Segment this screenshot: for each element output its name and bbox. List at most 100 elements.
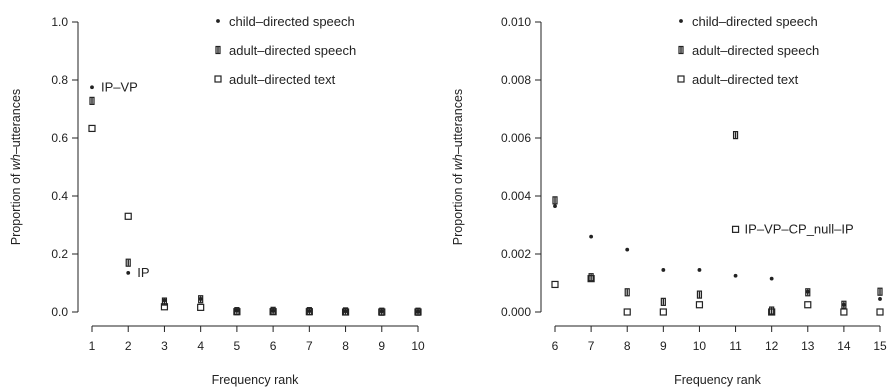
panel2-x-tick-label: 10 bbox=[693, 339, 707, 353]
panel2-y-tick-label: 0.002 bbox=[501, 247, 531, 261]
panel1-y-axis-title-part: wh bbox=[9, 154, 23, 170]
panel2-y-axis-title: Proportion of wh–utterances bbox=[451, 89, 465, 245]
panel2-bar-point-9 bbox=[877, 287, 883, 296]
panel2-legend-marker-1 bbox=[678, 45, 684, 55]
panel2-square-point-9 bbox=[876, 308, 884, 316]
panel2-x-tick-label: 15 bbox=[873, 339, 887, 353]
panel2-dot-point-7 bbox=[805, 289, 810, 294]
panel2-x-tick-label: 7 bbox=[588, 339, 595, 353]
panel1-bar-point-6 bbox=[306, 307, 312, 316]
panel2-bar-point-7 bbox=[805, 288, 811, 297]
panel1-y-axis-title-part: Proportion of bbox=[9, 170, 23, 245]
panel2-dot-point-3 bbox=[661, 268, 666, 272]
panel2-x-tick-label: 6 bbox=[552, 339, 559, 353]
panel2-legend-label-0: child–directed speech bbox=[692, 14, 818, 29]
panel1-x-axis-title: Frequency rank bbox=[212, 373, 300, 387]
panel2-bar-point-3 bbox=[660, 297, 666, 306]
panel2-y-tick-label: 0.006 bbox=[501, 131, 531, 145]
panel2-legend-marker-2 bbox=[677, 75, 685, 83]
panel1-y-axis-title-part: –utterances bbox=[9, 89, 23, 154]
panel1-dot-point-6 bbox=[307, 309, 312, 314]
panel1-x-tick-label: 3 bbox=[161, 339, 168, 353]
panel2-dot-point-2 bbox=[625, 247, 630, 252]
panel2-square-point-2 bbox=[623, 308, 631, 316]
panel2-y-tick-label: 0.008 bbox=[501, 73, 531, 87]
panel1-y-tick-label: 0.2 bbox=[51, 247, 68, 261]
panel2-y-axis-title-part: –utterances bbox=[451, 89, 465, 154]
panel1-x-tick-label: 7 bbox=[306, 339, 313, 353]
panel2-x-tick-label: 13 bbox=[801, 339, 815, 353]
panel2-bar-point-2 bbox=[624, 288, 630, 297]
panel1-bar-point-8 bbox=[379, 307, 385, 316]
panel2-bar-point-1 bbox=[588, 273, 594, 282]
panel1-x-tick-label: 4 bbox=[197, 339, 204, 353]
panel2-bar-point-5 bbox=[732, 131, 739, 140]
panel2-legend-marker-0 bbox=[679, 19, 683, 23]
panel1-x-tick-label: 6 bbox=[270, 339, 277, 353]
panel1-dot-point-7 bbox=[343, 309, 348, 314]
panel2-dot-point-5 bbox=[733, 273, 738, 278]
panel1-y-tick-label: 1.0 bbox=[51, 15, 68, 29]
panel1-bar-point-4 bbox=[234, 307, 240, 316]
panel1-bar-point-5 bbox=[270, 306, 276, 315]
panel1-bar-point-7 bbox=[342, 307, 349, 316]
panel1-y-tick-label: 0.8 bbox=[51, 73, 68, 87]
panel1-x-tick-label: 8 bbox=[342, 339, 349, 353]
panel2-square-point-0 bbox=[551, 280, 559, 289]
panel2-square-point-3 bbox=[659, 308, 667, 316]
panel1-legend-marker-0 bbox=[216, 19, 220, 23]
panel2-square-point-7 bbox=[804, 301, 812, 309]
panel1-bar-point-1 bbox=[125, 258, 131, 267]
panel1-dot-point-1 bbox=[126, 270, 131, 275]
panel1-legend-marker-2 bbox=[214, 75, 222, 83]
panel2-x-tick-label: 8 bbox=[624, 339, 631, 353]
panel1-x-tick-label: 1 bbox=[89, 339, 96, 353]
panel2-y-tick-label: 0.004 bbox=[501, 189, 531, 203]
panel2-x-tick-label: 11 bbox=[729, 339, 742, 353]
panel1-legend-label-1: adult–directed speech bbox=[229, 43, 356, 58]
panel2-y-tick-label: 0.010 bbox=[501, 15, 531, 29]
panel1-legend-label-0: child–directed speech bbox=[229, 14, 355, 29]
panel1-x-tick-label: 9 bbox=[378, 339, 385, 353]
panel2-dot-point-0 bbox=[553, 204, 557, 209]
panel1-bar-point-9 bbox=[415, 307, 421, 316]
panel2-dot-point-4 bbox=[697, 268, 702, 272]
panel2-square-point-8 bbox=[840, 308, 848, 316]
panel2-dot-point-1 bbox=[589, 234, 594, 239]
panel1-annotation-1: IP bbox=[137, 265, 149, 280]
panel2-dot-point-6 bbox=[769, 276, 774, 281]
panel2-square-point-4 bbox=[695, 301, 704, 309]
panel1-annotation-0: IP–VP bbox=[101, 79, 138, 94]
panel1-dot-point-4 bbox=[234, 308, 239, 313]
panel2-dot-point-9 bbox=[878, 297, 882, 301]
panel2-x-tick-label: 9 bbox=[660, 339, 667, 353]
panel1-y-tick-label: 0.0 bbox=[51, 305, 68, 319]
panel2-bar-point-6 bbox=[769, 306, 775, 315]
panel2-bar-point-0 bbox=[552, 196, 558, 205]
panel1-legend-marker-1 bbox=[215, 45, 221, 55]
panel1-bar-point-2 bbox=[161, 297, 168, 306]
panel1-dot-point-3 bbox=[198, 297, 203, 301]
panel1-dot-point-2 bbox=[162, 298, 167, 303]
panel1-y-tick-label: 0.4 bbox=[51, 189, 68, 203]
panel1-dot-point-0 bbox=[90, 85, 94, 90]
panel1-square-point-1 bbox=[124, 212, 132, 220]
panel1-x-tick-label: 10 bbox=[411, 339, 425, 353]
panel1-bar-point-0 bbox=[89, 96, 95, 105]
panel1-bar-point-3 bbox=[198, 295, 204, 304]
panel2-y-axis-title-part: wh bbox=[451, 154, 465, 170]
panel2-x-tick-label: 14 bbox=[837, 339, 851, 353]
panel2-y-tick-label: 0.000 bbox=[501, 305, 531, 319]
panel1-dot-point-5 bbox=[271, 308, 276, 313]
panel1-dot-point-9 bbox=[416, 309, 420, 314]
panel2-annotation-0: IP–VP–CP_null–IP bbox=[745, 221, 854, 236]
panel2-square-point-5 bbox=[731, 225, 740, 233]
panel2-x-tick-label: 12 bbox=[765, 339, 779, 353]
panel2-legend-label-1: adult–directed speech bbox=[692, 43, 819, 58]
panel2-bar-point-4 bbox=[696, 290, 703, 299]
panel2-dot-point-8 bbox=[841, 302, 846, 307]
panel1-square-point-0 bbox=[88, 124, 96, 133]
panel1-y-axis-title: Proportion of wh–utterances bbox=[9, 89, 23, 245]
panel2-legend-label-2: adult–directed text bbox=[692, 72, 799, 87]
